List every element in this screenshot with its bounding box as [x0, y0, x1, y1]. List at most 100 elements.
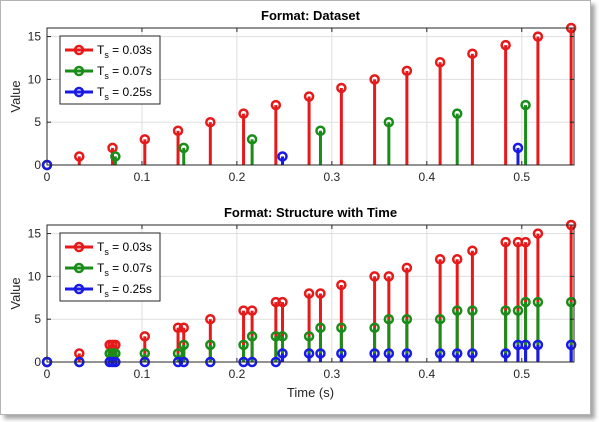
stem-marker — [205, 116, 216, 128]
legend-label: Ts = 0.07s — [97, 261, 152, 278]
stem-marker — [246, 305, 258, 316]
x-tick-label: 0.2 — [229, 170, 246, 184]
legend-label-rest: = 0.25s — [109, 282, 152, 296]
stem-marker — [277, 296, 288, 308]
y-tick-label: 10 — [28, 72, 42, 86]
stem-marker — [336, 82, 347, 94]
stem-marker — [277, 348, 288, 359]
x-tick-label: 0.1 — [134, 170, 151, 184]
legend-entry: Ts = 0.25s — [65, 85, 152, 102]
stem-marker — [336, 279, 347, 291]
legend-label: Ts = 0.03s — [97, 43, 152, 60]
legend-label-rest: = 0.07s — [109, 64, 152, 78]
stem-marker — [520, 296, 531, 308]
stem-marker — [205, 339, 216, 351]
y-axis-label: Value — [8, 80, 23, 112]
y-tick-label: 15 — [28, 30, 42, 44]
legend-label-main: T — [97, 261, 105, 275]
stem-marker — [315, 288, 326, 299]
stem-marker — [401, 262, 413, 274]
stem-marker — [451, 305, 463, 316]
legend-label-main: T — [97, 64, 105, 78]
x-tick-label: 0.4 — [418, 170, 435, 184]
x-tick-label: 0.5 — [513, 367, 530, 381]
stem-marker — [172, 125, 184, 136]
stem-marker — [565, 296, 577, 308]
legend-label-sub: s — [104, 268, 109, 278]
legend-label: Ts = 0.25s — [97, 282, 152, 299]
stem-marker — [467, 245, 478, 256]
legend-label-rest: = 0.07s — [109, 261, 152, 275]
legend-marker — [73, 262, 85, 274]
stem-marker — [467, 48, 478, 59]
legend-label-main: T — [97, 85, 105, 99]
legend-marker — [73, 283, 85, 295]
chart-title: Format: Dataset — [261, 8, 361, 23]
y-tick-label: 10 — [28, 269, 42, 283]
stem-marker — [178, 322, 189, 333]
stem-marker — [383, 313, 395, 325]
stem-marker — [401, 65, 413, 77]
legend-label-rest: = 0.25s — [109, 85, 152, 99]
legend-label-sub: s — [104, 289, 109, 299]
stem-marker — [74, 151, 85, 162]
chart-title: Format: Structure with Time — [224, 205, 397, 220]
stem-marker — [303, 91, 315, 102]
legend-label-main: T — [97, 240, 105, 254]
y-tick-label: 5 — [34, 312, 41, 326]
stem-marker — [383, 116, 395, 128]
stem-marker — [369, 322, 380, 333]
axes-box — [46, 27, 575, 166]
stem-marker — [500, 39, 511, 51]
stem-marker — [277, 151, 288, 162]
legend-entry: Ts = 0.25s — [65, 282, 152, 299]
x-tick-label: 0 — [44, 170, 51, 184]
stem-marker — [336, 348, 347, 359]
legend-label: Ts = 0.25s — [97, 85, 152, 102]
legend-marker — [73, 65, 85, 77]
x-tick-label: 0.3 — [324, 170, 341, 184]
stem-marker — [467, 305, 478, 316]
x-tick-label: 0.1 — [134, 367, 151, 381]
stem-marker — [369, 271, 380, 282]
legend-label-sub: s — [104, 71, 109, 81]
x-tick-label: 0.5 — [513, 170, 530, 184]
stem-marker — [107, 142, 118, 154]
stem-marker — [532, 31, 544, 42]
series-1 — [41, 22, 577, 171]
legend-marker — [73, 86, 85, 98]
legend-label-main: T — [97, 43, 105, 57]
stem-marker — [383, 348, 395, 359]
x-tick-label: 0.4 — [418, 367, 435, 381]
stem-marker — [303, 348, 315, 359]
stem-marker — [336, 322, 347, 333]
legend-entry: Ts = 0.03s — [65, 43, 152, 60]
stem-marker — [532, 228, 544, 239]
legend-label-sub: s — [104, 247, 109, 257]
x-tick-label: 0.2 — [229, 367, 246, 381]
y-tick-label: 0 — [34, 355, 41, 369]
stem-marker — [451, 108, 463, 119]
stem-marker — [451, 348, 463, 359]
stem-marker — [238, 108, 249, 119]
y-tick-label: 0 — [34, 158, 41, 172]
stem-marker — [110, 151, 121, 162]
legend-marker — [73, 44, 85, 56]
legend-entry: Ts = 0.03s — [65, 240, 152, 257]
stem-marker — [500, 305, 511, 316]
stem-marker — [303, 331, 315, 342]
y-tick-label: 5 — [34, 115, 41, 129]
stem-marker — [500, 348, 511, 359]
stem-marker — [532, 296, 544, 308]
stem-marker — [369, 74, 380, 85]
stem-marker — [369, 348, 380, 359]
x-tick-label: 0.3 — [324, 367, 341, 381]
stem-marker — [467, 348, 478, 359]
stem-marker — [500, 236, 511, 248]
stem-marker — [270, 296, 282, 308]
legend-label-sub: s — [104, 92, 109, 102]
chart-1: 0 0.1 0.2 0.3 0.4 0.5 0 5 10 15 Format: Dataset Val… — [8, 8, 577, 184]
